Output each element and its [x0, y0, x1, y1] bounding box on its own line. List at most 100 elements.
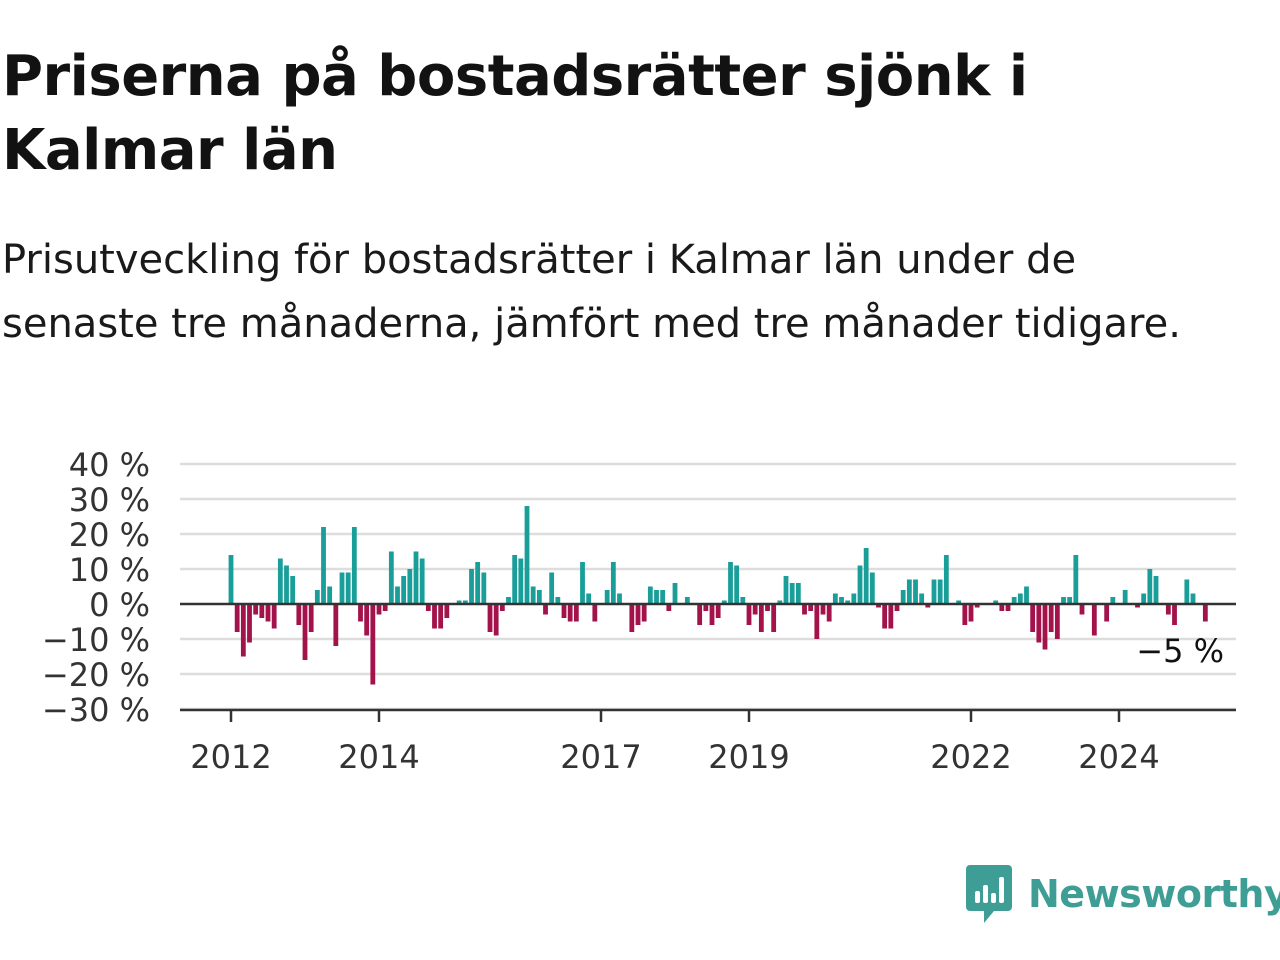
x-tick-label: 2019: [708, 738, 789, 776]
bar-positive: [900, 590, 906, 604]
x-tick-label: 2024: [1078, 738, 1159, 776]
bar-negative: [752, 604, 758, 615]
last-value-label: −5 %: [1136, 632, 1224, 670]
bar-positive: [919, 593, 925, 604]
y-tick-label: 30 %: [69, 481, 150, 519]
bar-positive: [1061, 597, 1066, 604]
bar-negative: [438, 604, 444, 629]
bar-negative: [666, 604, 672, 611]
bar-negative: [629, 604, 635, 632]
bar-negative: [425, 604, 431, 611]
bar-positive: [839, 597, 844, 604]
bar-positive: [506, 597, 511, 604]
bar-positive: [1073, 555, 1079, 604]
bar-positive: [1067, 597, 1073, 604]
bar-negative: [1202, 604, 1208, 622]
bar-positive: [284, 565, 289, 604]
bar-negative: [253, 604, 259, 615]
bar-negative: [771, 604, 777, 632]
bar-negative: [703, 604, 709, 611]
x-tick-label: 2012: [190, 738, 271, 776]
bar-negative: [592, 604, 598, 622]
bar-negative: [802, 604, 807, 615]
bar-positive: [413, 551, 419, 604]
bar-negative: [308, 604, 314, 632]
bar-positive: [851, 593, 857, 604]
bar-negative: [234, 604, 240, 632]
bar-negative: [382, 604, 388, 611]
bar-positive: [481, 572, 487, 604]
bar-positive: [795, 583, 801, 604]
bar-positive: [937, 579, 943, 604]
chart-subtitle: Prisutveckling för bostadsrätter i Kalma…: [2, 237, 1181, 347]
bar-negative: [302, 604, 308, 660]
bar-positive: [684, 597, 690, 604]
bar-positive: [314, 590, 320, 604]
bar-positive: [327, 586, 333, 604]
bar-positive: [1017, 593, 1023, 604]
bar-negative: [358, 604, 363, 622]
bar-negative: [1005, 604, 1011, 611]
bar-negative: [974, 604, 980, 608]
bar-positive: [321, 527, 326, 604]
bar-positive: [783, 576, 789, 604]
bar-positive: [740, 597, 746, 604]
bar-negative: [1030, 604, 1036, 632]
bar-positive: [931, 579, 937, 604]
bar-negative: [364, 604, 370, 636]
bar-positive: [869, 572, 875, 604]
bar-negative: [376, 604, 382, 615]
bar-negative: [1104, 604, 1110, 622]
bar-positive: [401, 576, 407, 604]
axis-labels: 40 %30 %20 %10 %0 %−10 %−20 %−30 % 2012 20…: [42, 446, 1224, 776]
bar-positive: [734, 565, 740, 604]
bar-positive: [1153, 576, 1159, 604]
bar-positive: [419, 558, 425, 604]
bar-positive: [845, 600, 851, 604]
bar-positive: [913, 579, 918, 604]
newsworthy-logo-icon: [966, 865, 1012, 923]
bar-positive: [654, 590, 659, 604]
bar-positive: [1011, 597, 1017, 604]
bar-positive: [789, 583, 795, 604]
bar-positive: [857, 565, 863, 604]
bar-positive: [518, 558, 524, 604]
bar-positive: [660, 590, 666, 604]
bar-negative: [1135, 604, 1140, 608]
bar-negative: [882, 604, 888, 629]
bar-positive: [993, 600, 999, 604]
bar-negative: [1091, 604, 1097, 636]
bar-positive: [906, 579, 912, 604]
bar-positive: [617, 593, 622, 604]
bar-negative: [543, 604, 548, 615]
bar-negative: [1054, 604, 1060, 639]
bar-positive: [395, 586, 400, 604]
bar-negative: [259, 604, 265, 618]
bar-negative: [333, 604, 339, 646]
axes: [180, 602, 1236, 722]
bar-negative: [1165, 604, 1171, 615]
bar-chart: 40 %30 %20 %10 %0 %−10 %−20 %−30 % 2012 20…: [42, 446, 1236, 776]
bar-positive: [956, 600, 962, 604]
bar-positive: [586, 593, 592, 604]
bar-positive: [777, 600, 783, 604]
bar-positive: [1110, 597, 1116, 604]
bar-positive: [339, 572, 345, 604]
bar-negative: [635, 604, 641, 625]
y-tick-label: −20 %: [42, 656, 150, 694]
x-tick-label: 2014: [338, 738, 419, 776]
bar-negative: [499, 604, 505, 611]
bar-negative: [697, 604, 703, 625]
bar-negative: [876, 604, 881, 608]
bar-positive: [555, 597, 561, 604]
bar-negative: [894, 604, 900, 611]
bar-negative: [487, 604, 493, 632]
bar-positive: [407, 569, 413, 604]
bar-positive: [1024, 586, 1029, 604]
bar-negative: [746, 604, 752, 625]
bar-positive: [228, 555, 234, 604]
bar-negative: [999, 604, 1005, 611]
bar-positive: [943, 555, 949, 604]
y-tick-label: 20 %: [69, 516, 150, 554]
bar-negative: [962, 604, 968, 625]
